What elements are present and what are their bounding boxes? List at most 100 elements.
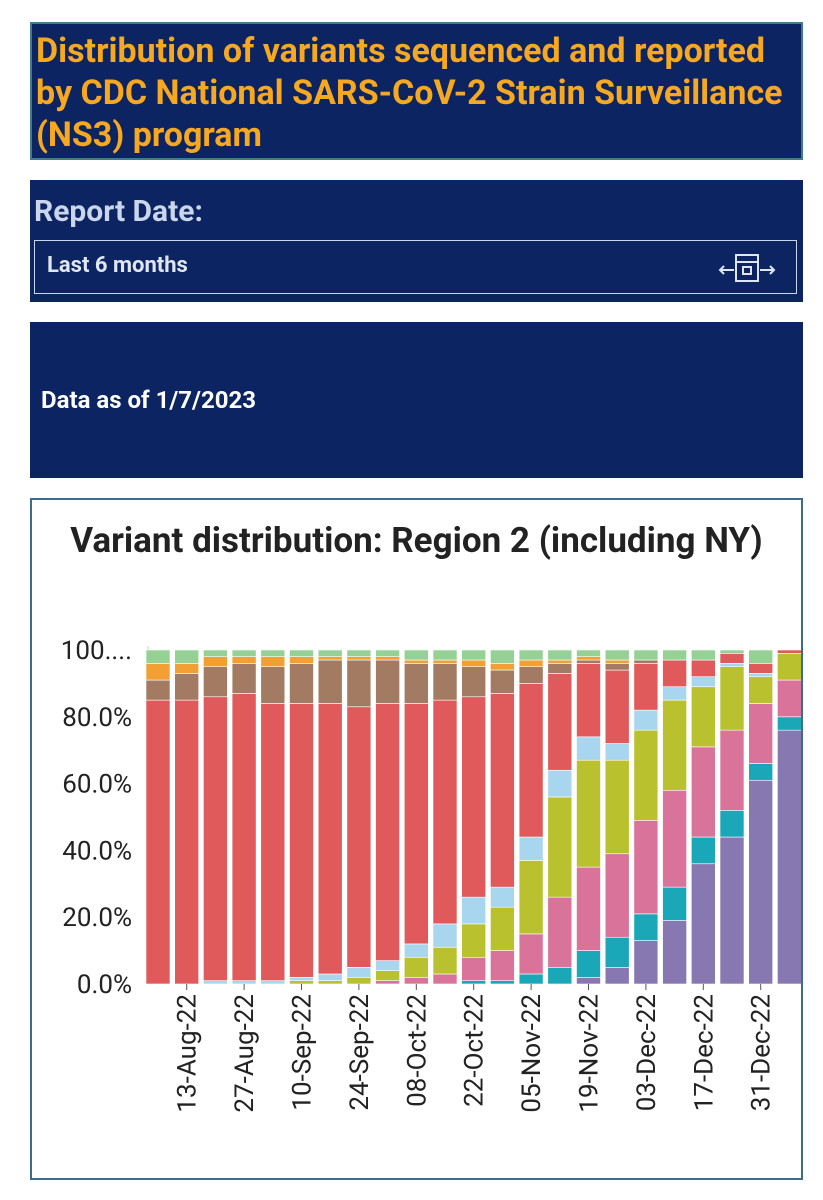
bar-segment xyxy=(403,977,429,985)
bar-segment xyxy=(145,663,171,681)
bar-segment xyxy=(490,950,515,981)
bar-segment xyxy=(662,686,687,701)
bar-segment xyxy=(317,980,343,985)
bar-segment xyxy=(719,729,745,811)
bar-segment xyxy=(260,649,286,657)
bar-segment xyxy=(777,729,801,985)
bar-segment xyxy=(375,659,400,704)
bar-segment xyxy=(748,649,774,664)
x-tick-label: 17-Dec-22 xyxy=(689,994,719,1111)
bar-segment xyxy=(231,649,257,657)
bar-segment xyxy=(174,649,199,664)
bar-segment xyxy=(547,796,573,898)
x-tick-label: 24-Sep-22 xyxy=(345,994,375,1111)
bar-segment xyxy=(777,649,801,654)
bar-segment xyxy=(403,663,429,704)
bar-segment xyxy=(490,886,515,908)
bar-segment xyxy=(633,940,659,985)
bar-segment xyxy=(690,836,716,865)
bar-segment xyxy=(576,977,601,985)
bar-segment xyxy=(662,920,687,985)
bar-segment xyxy=(719,666,745,731)
chart: 0.0% 20.0% 40.0% 60.0% 80.0% 100.... 13-Aug-22… xyxy=(61,636,801,1113)
bar-segment xyxy=(576,736,601,761)
bar-segment xyxy=(375,656,400,661)
y-tick-label: 40.0% xyxy=(62,836,132,866)
bar-segment xyxy=(604,936,630,968)
bar-segment xyxy=(375,703,400,961)
x-tick-label: 10-Sep-22 xyxy=(288,994,318,1111)
bar-segment xyxy=(403,703,429,945)
bar-segment xyxy=(633,820,659,915)
data-note: Data as of 1/7/2023 xyxy=(30,322,803,478)
bar-segment xyxy=(231,693,257,981)
bar-segment xyxy=(777,653,801,681)
bar-segment xyxy=(748,673,774,678)
bar-segment xyxy=(547,659,573,664)
bar-segment xyxy=(317,973,343,981)
x-tick-label: 03-Dec-22 xyxy=(632,994,662,1111)
bar-segment xyxy=(260,666,286,704)
bar-segment xyxy=(518,836,544,861)
bar-segment xyxy=(231,980,257,985)
bar-segment xyxy=(490,669,515,694)
bar-segment xyxy=(633,709,659,731)
bar-segment xyxy=(432,973,458,985)
bar-segment xyxy=(777,679,801,718)
bar-segment xyxy=(375,980,400,985)
bar-segment xyxy=(490,980,515,985)
bar-segment xyxy=(289,980,314,985)
filter-select[interactable]: Last 6 months xyxy=(34,240,797,294)
bar-segment xyxy=(604,966,630,985)
bar-segment xyxy=(375,649,400,657)
bar-segment xyxy=(662,886,687,921)
bar-segment xyxy=(576,656,601,661)
report-date-filter: Report Date: Last 6 months xyxy=(30,180,803,302)
bar-segment xyxy=(662,699,687,791)
bar-segment xyxy=(461,923,487,958)
bar-segment xyxy=(490,663,515,671)
bar-segment xyxy=(719,663,745,668)
bar-segment xyxy=(346,977,372,985)
bar-segment xyxy=(604,669,630,744)
bar-segment xyxy=(346,706,372,968)
slider-icon xyxy=(718,254,776,282)
bar-segment xyxy=(490,649,515,664)
bar-segment xyxy=(403,649,429,661)
bar-segment xyxy=(174,699,199,985)
page-title: Distribution of variants sequenced and r… xyxy=(36,31,783,155)
x-tick-label: 19-Nov-22 xyxy=(575,994,605,1113)
bar-segment xyxy=(547,673,573,771)
bar-segment xyxy=(576,950,601,978)
bar-segment xyxy=(203,666,228,698)
bar-segment xyxy=(145,649,171,664)
bar-segment xyxy=(432,699,458,925)
filter-value: Last 6 months xyxy=(47,253,188,278)
bar-segment xyxy=(604,659,630,664)
y-tick-label: 20.0% xyxy=(62,903,132,933)
x-tick-label: 22-Oct-22 xyxy=(460,994,490,1107)
bar-segment xyxy=(518,683,544,838)
bar-segment xyxy=(461,896,487,925)
bar-segment xyxy=(461,956,487,981)
bar-segment xyxy=(203,696,228,981)
bar-segment xyxy=(633,649,659,661)
bar-segment xyxy=(346,659,372,708)
bar-segment xyxy=(260,980,286,985)
bar-segment xyxy=(604,743,630,761)
bar-segment xyxy=(375,970,400,981)
bar-segment xyxy=(260,703,286,981)
bar-segment xyxy=(145,679,171,701)
bar-segment xyxy=(174,673,199,701)
bar-segment xyxy=(576,649,601,657)
bar-segment xyxy=(662,649,687,661)
bar-segment xyxy=(432,923,458,948)
bar-segment xyxy=(547,663,573,674)
x-tick-label: 13-Aug-22 xyxy=(173,994,203,1113)
bar-segment xyxy=(576,866,601,951)
bar-segment xyxy=(633,729,659,821)
bar-segment xyxy=(690,649,716,661)
bar-segment xyxy=(518,649,544,661)
bar-segment xyxy=(317,656,343,661)
bar-segment xyxy=(633,659,659,664)
